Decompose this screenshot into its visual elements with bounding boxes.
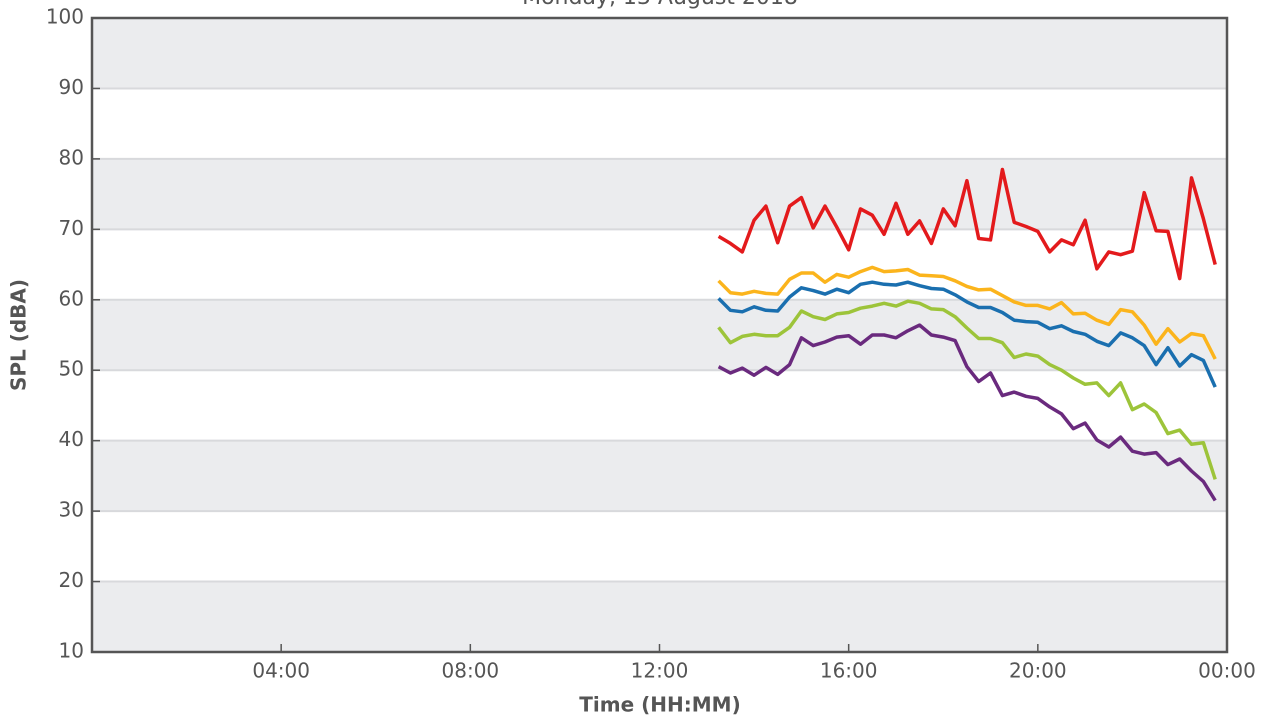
x-tick-label: 16:00 [820, 659, 878, 683]
x-tick-label: 04:00 [252, 659, 310, 683]
grid-band [92, 440, 1227, 512]
grid-band [92, 158, 1227, 230]
grid-band [92, 18, 1227, 89]
x-tick-label: 12:00 [631, 659, 689, 683]
grid-band [92, 299, 1227, 371]
chart-title: Monday, 13 August 2018 [522, 0, 798, 10]
y-tick-label: 100 [46, 5, 84, 29]
y-tick-label: 10 [59, 639, 84, 663]
plot-frame [90, 16, 1229, 654]
y-tick-label: 40 [59, 427, 84, 451]
x-tick-label: 20:00 [1009, 659, 1067, 683]
x-tick-label: 00:00 [1198, 659, 1256, 683]
series-line [717, 265, 1217, 360]
x-tick-label: 08:00 [442, 659, 500, 683]
series-line [717, 323, 1217, 502]
series-line [717, 167, 1217, 281]
series-line [717, 299, 1217, 480]
y-tick-label: 50 [59, 357, 84, 381]
y-axis-label: SPL (dBA) [7, 279, 31, 391]
y-tick-label: 90 [59, 75, 84, 99]
y-tick-label: 60 [59, 286, 84, 310]
x-axis-label: Time (HH:MM) [579, 693, 740, 717]
series-line [717, 280, 1217, 388]
y-tick-label: 80 [59, 145, 84, 169]
y-tick-label: 70 [59, 216, 84, 240]
y-tick-label: 20 [59, 568, 84, 592]
grid-band [92, 581, 1227, 652]
y-tick-label: 30 [59, 498, 84, 522]
